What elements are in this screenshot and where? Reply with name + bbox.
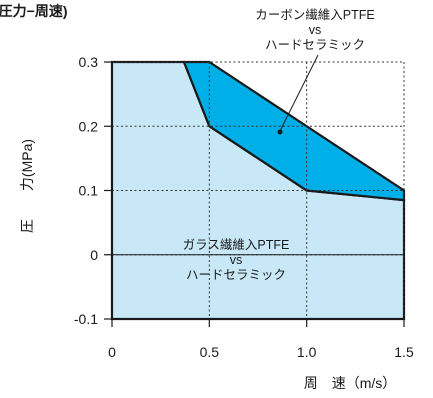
- y-tick-label: 0.1: [79, 183, 99, 199]
- carbon-label-line-3: ハードセラミック: [265, 38, 365, 52]
- glass-region-label: ガラス繊維入PTFE vs ハードセラミック: [183, 237, 290, 282]
- y-tick-label: 0.2: [79, 118, 99, 134]
- carbon-label-line-1: カーボン繊維入PTFE: [255, 7, 374, 22]
- carbon-region-label: カーボン繊維入PTFE vs ハードセラミック: [255, 7, 374, 52]
- axes-layer: [104, 61, 405, 327]
- tick-labels-layer: -0.1 0 0.1 0.2 0.3 0 0.5 1.0 1.5: [74, 54, 414, 360]
- glass-label-line-3: ハードセラミック: [186, 268, 286, 282]
- x-tick-label: 1.0: [297, 344, 317, 360]
- x-tick-label: 0.5: [200, 344, 220, 360]
- x-tick-label: 0: [108, 344, 116, 360]
- glass-label-line-2: vs: [230, 253, 243, 267]
- x-axis-label: 周 速（m/s）: [304, 375, 397, 391]
- x-tick-label: 1.5: [394, 344, 414, 360]
- glass-label-line-1: ガラス繊維入PTFE: [183, 237, 290, 252]
- carbon-leader-line: [279, 54, 319, 132]
- chart-title: (圧力−周速): [0, 3, 68, 19]
- y-tick-label: 0: [90, 247, 98, 263]
- y-axis-label: 圧 力(MPa): [19, 139, 35, 233]
- y-tick-label: -0.1: [74, 311, 98, 327]
- carbon-leader-dot: [277, 129, 283, 135]
- y-tick-label: 0.3: [79, 54, 99, 70]
- carbon-label-line-2: vs: [309, 23, 322, 37]
